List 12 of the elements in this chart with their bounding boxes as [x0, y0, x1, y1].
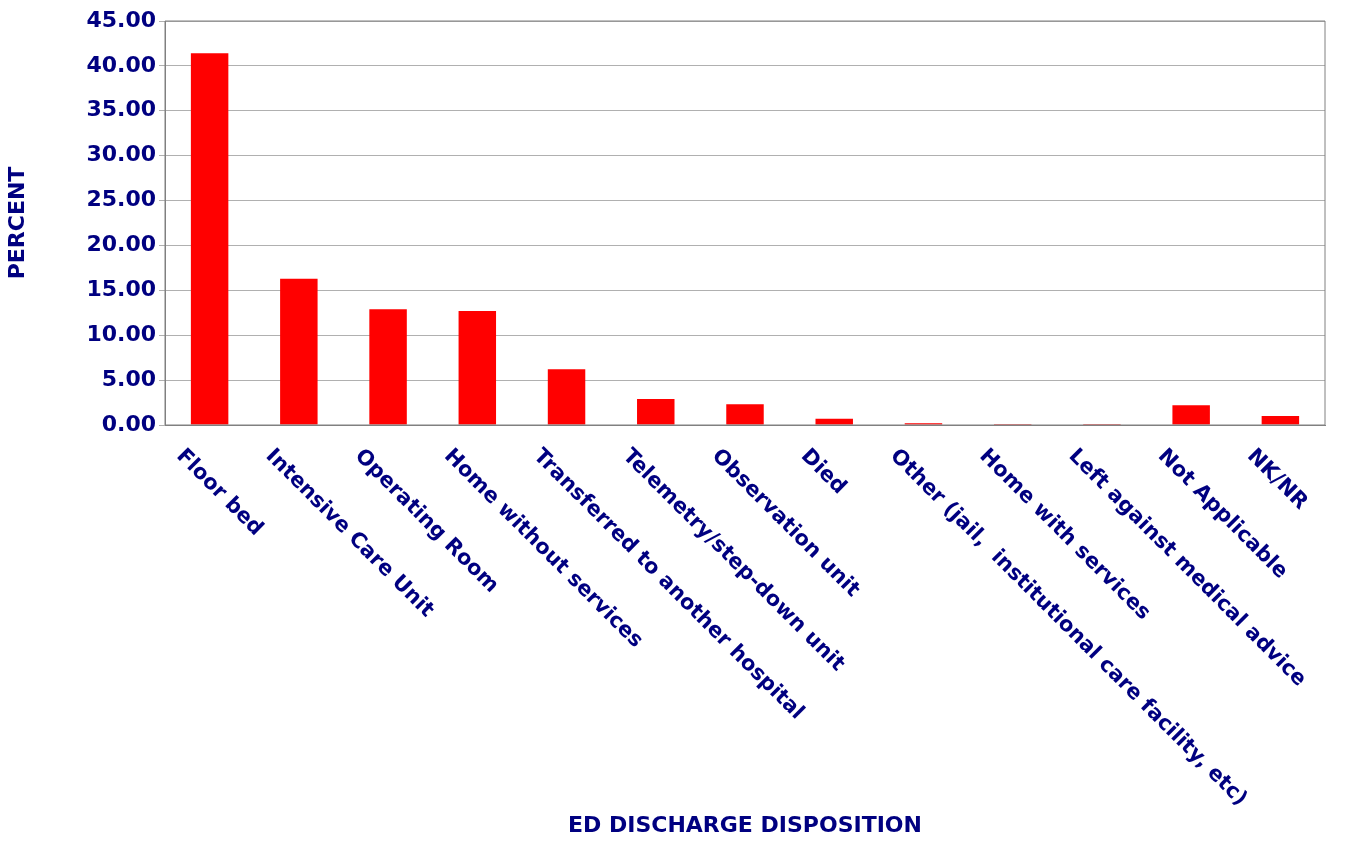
y-tick-label: 10.00 — [86, 320, 156, 346]
y-tick-label: 30.00 — [86, 141, 156, 167]
y-tick-label: 45.00 — [86, 6, 156, 32]
x-axis-title: ED DISCHARGE DISPOSITION — [568, 811, 922, 837]
y-axis-title: PERCENT — [3, 166, 29, 280]
y-tick-label: 35.00 — [86, 96, 156, 122]
y-tick-label: 25.00 — [86, 186, 156, 212]
y-tick-label: 0.00 — [101, 410, 156, 436]
y-tick-label: 40.00 — [86, 51, 156, 77]
y-tick-label: 20.00 — [86, 231, 156, 257]
y-tick-label: 15.00 — [86, 276, 156, 302]
y-tick-label: 5.00 — [101, 365, 156, 391]
